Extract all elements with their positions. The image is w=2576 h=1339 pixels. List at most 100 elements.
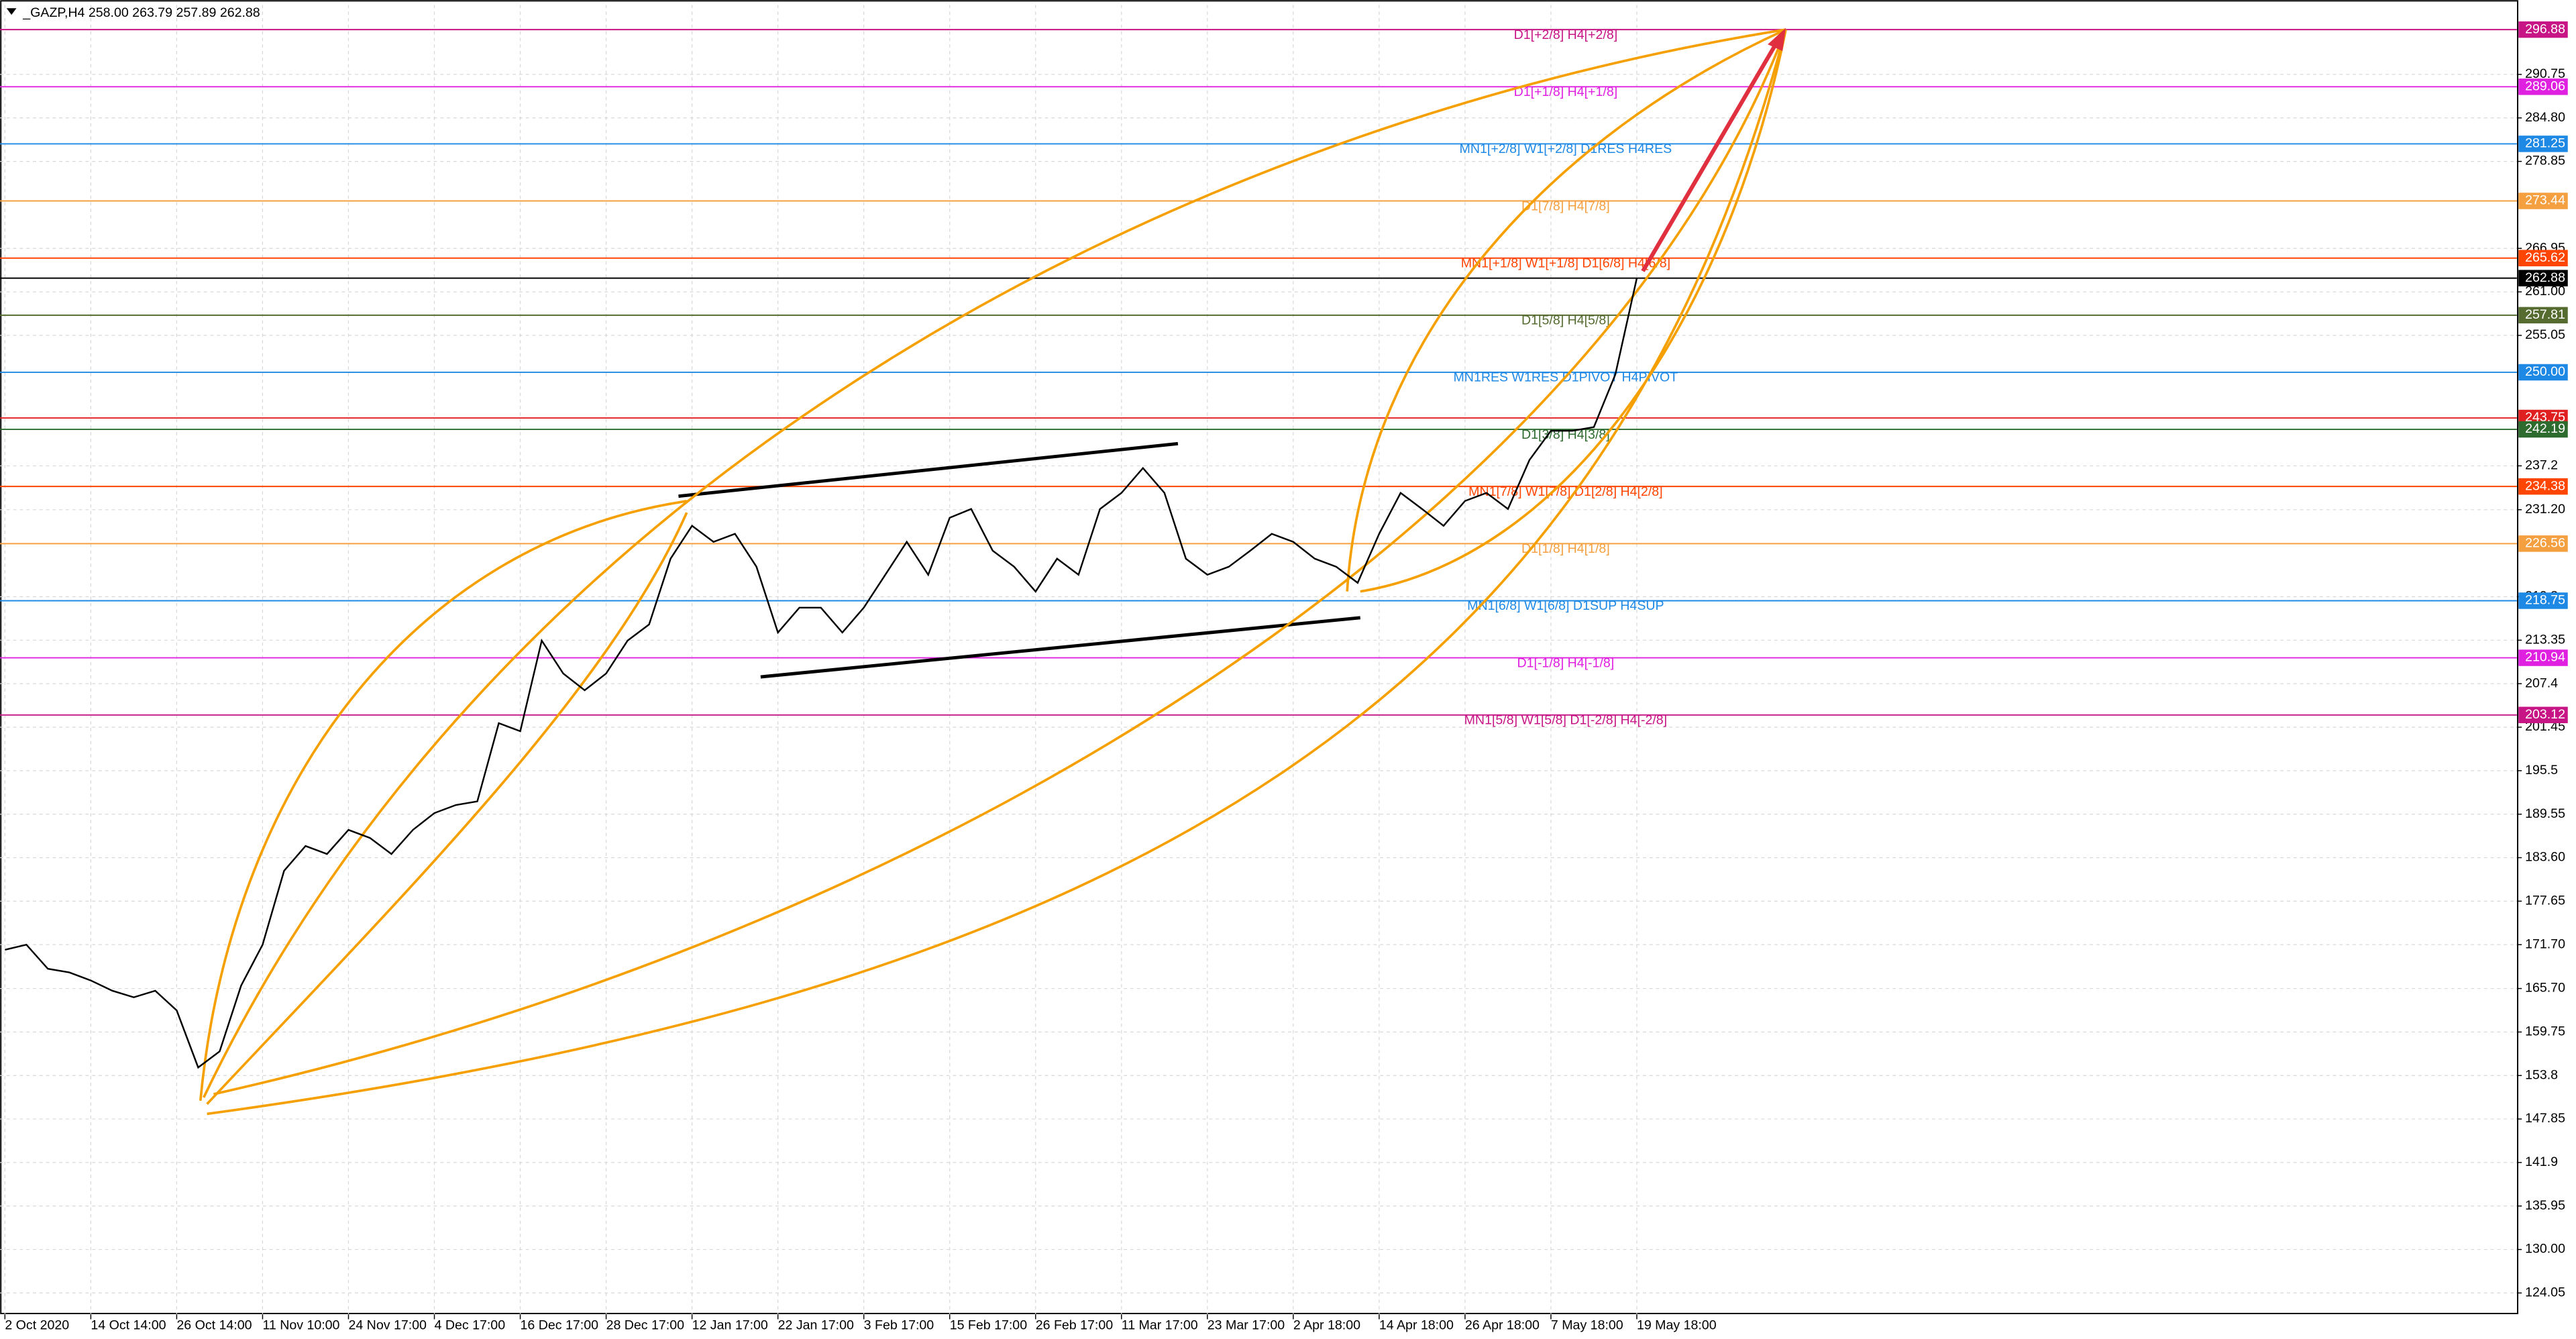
arc <box>207 29 1787 1116</box>
y-tick-label: 290.75 <box>2525 66 2565 81</box>
x-tick-label: 14 Apr 18:00 <box>1379 1318 1454 1333</box>
x-tick-label: 12 Jan 17:00 <box>692 1318 768 1333</box>
x-tick-label: 2 Apr 18:00 <box>1293 1318 1360 1333</box>
y-tick-label: 278.85 <box>2525 154 2565 168</box>
x-tick-label: 2 Oct 2020 <box>5 1318 69 1333</box>
x-tick-label: 3 Feb 17:00 <box>864 1318 934 1333</box>
y-tick-label: 124.05 <box>2525 1285 2565 1300</box>
price-box-label: 281.25 <box>2525 136 2565 151</box>
level-annotation: D1[5/8] H4[5/8] <box>1521 313 1610 328</box>
arrow <box>1641 40 1780 272</box>
level-annotation: D1[1/8] H4[1/8] <box>1521 541 1610 556</box>
price-box-label: 262.88 <box>2525 270 2565 285</box>
x-tick-label: 14 Oct 14:00 <box>91 1318 166 1333</box>
arrow-head <box>1768 28 1786 51</box>
price-box-label: 257.81 <box>2525 307 2565 322</box>
level-annotation: MN1[+1/8] W1[+1/8] D1[6/8] H4[6/8] <box>1461 256 1670 270</box>
price-box <box>2518 193 2568 209</box>
y-tick-label: 237.2 <box>2525 458 2558 473</box>
level-annotation: MN1[+2/8] W1[+2/8] D1RES H4RES <box>1460 142 1672 156</box>
x-tick-label: 4 Dec 17:00 <box>435 1318 506 1333</box>
y-tick-label: 177.65 <box>2525 894 2565 908</box>
x-tick-label: 26 Oct 14:00 <box>176 1318 252 1333</box>
price-box-label: 273.44 <box>2525 193 2565 208</box>
level-annotation: D1[+1/8] H4[+1/8] <box>1514 85 1618 99</box>
x-tick-label: 28 Dec 17:00 <box>606 1318 685 1333</box>
y-tick-label: 141.9 <box>2525 1155 2558 1169</box>
menu-icon[interactable] <box>6 8 17 15</box>
y-tick-label: 195.5 <box>2525 763 2558 778</box>
price-box <box>2518 136 2568 152</box>
price-box <box>2518 78 2568 95</box>
y-tick-label: 165.70 <box>2525 981 2565 996</box>
y-tick-label: 130.00 <box>2525 1242 2565 1256</box>
level-layer: D1[+2/8] H4[+2/8] D1[+1/8] H4[+1/8] MN1[+2… <box>0 28 2517 728</box>
y-tick-label: 255.05 <box>2525 327 2565 342</box>
y-tick-label: 284.80 <box>2525 110 2565 125</box>
axis-strip <box>2518 0 2576 1339</box>
price-box-label: 234.38 <box>2525 478 2565 493</box>
y-tick-label: 189.55 <box>2525 806 2565 821</box>
arc <box>199 500 687 1102</box>
arc <box>203 28 1786 1098</box>
price-box <box>2518 270 2568 286</box>
arc <box>1360 29 1787 593</box>
y-tick-label: 135.95 <box>2525 1198 2565 1213</box>
x-tick-label: 7 May 18:00 <box>1551 1318 1623 1333</box>
x-tick-label: 26 Feb 17:00 <box>1036 1318 1113 1333</box>
level-annotation: D1[3/8] H4[3/8] <box>1521 427 1610 442</box>
grid-layer <box>0 5 2517 1315</box>
price-box <box>2518 649 2568 666</box>
price-box-label: 296.88 <box>2525 21 2565 36</box>
price-box <box>2518 706 2568 724</box>
x-tick-label: 19 May 18:00 <box>1637 1318 1717 1333</box>
level-annotation: MN1[5/8] W1[5/8] D1[-2/8] H4[-2/8] <box>1464 713 1668 728</box>
price-line <box>5 278 1638 1069</box>
axis-layer: 290.75284.80278.85266.95261.00255.05237.… <box>4 0 2576 1339</box>
price-box-label: 226.56 <box>2525 536 2565 551</box>
price-box-label: 250.00 <box>2525 364 2565 379</box>
price-box-label: 203.12 <box>2525 707 2565 722</box>
price-box-label: 265.62 <box>2525 250 2565 265</box>
header: _GAZP,H4 258.00 263.79 257.89 262.88 <box>22 5 260 20</box>
x-tick-label: 26 Apr 18:00 <box>1465 1318 1540 1333</box>
y-tick-label: 147.85 <box>2525 1111 2565 1126</box>
x-tick-label: 24 Nov 17:00 <box>348 1318 427 1333</box>
arc <box>213 29 1787 1095</box>
level-annotation: MN1[6/8] W1[6/8] D1SUP H4SUP <box>1467 598 1664 613</box>
x-tick-label: 11 Mar 17:00 <box>1122 1318 1198 1333</box>
y-tick-label: 171.70 <box>2525 936 2565 951</box>
x-tick-label: 22 Jan 17:00 <box>778 1318 854 1333</box>
level-annotation: MN1[7/8] W1[7/8] D1[2/8] H4[2/8] <box>1468 484 1662 499</box>
price-box <box>2518 592 2568 609</box>
arc <box>1346 28 1786 592</box>
x-tick-label: 16 Dec 17:00 <box>521 1318 599 1333</box>
price-box <box>2518 21 2568 38</box>
price-box-label: 210.94 <box>2525 650 2565 665</box>
price-box <box>2518 421 2568 438</box>
y-tick-label: 153.8 <box>2525 1067 2558 1082</box>
y-tick-label: 207.4 <box>2525 676 2558 690</box>
price-box-label: 289.06 <box>2525 78 2565 93</box>
series-layer <box>5 278 1638 1069</box>
price-box <box>2518 307 2568 324</box>
drawings <box>199 28 1787 1116</box>
level-annotation: D1[+2/8] H4[+2/8] <box>1514 28 1618 42</box>
trend-line <box>760 616 1360 679</box>
price-box <box>2518 535 2568 552</box>
y-tick-label: 231.20 <box>2525 502 2565 517</box>
trend-line <box>678 441 1179 498</box>
y-tick-label: 261.00 <box>2525 284 2565 299</box>
price-box <box>2518 364 2568 381</box>
x-tick-label: 11 Nov 10:00 <box>262 1318 339 1333</box>
y-tick-label: 183.60 <box>2525 850 2565 865</box>
level-annotation: D1[7/8] H4[7/8] <box>1521 199 1610 213</box>
y-tick-label: 159.75 <box>2525 1024 2565 1039</box>
arc <box>206 512 688 1106</box>
price-box <box>2518 250 2568 266</box>
price-box-label: 218.75 <box>2525 593 2565 608</box>
level-annotation: D1[-1/8] H4[-1/8] <box>1517 655 1615 670</box>
